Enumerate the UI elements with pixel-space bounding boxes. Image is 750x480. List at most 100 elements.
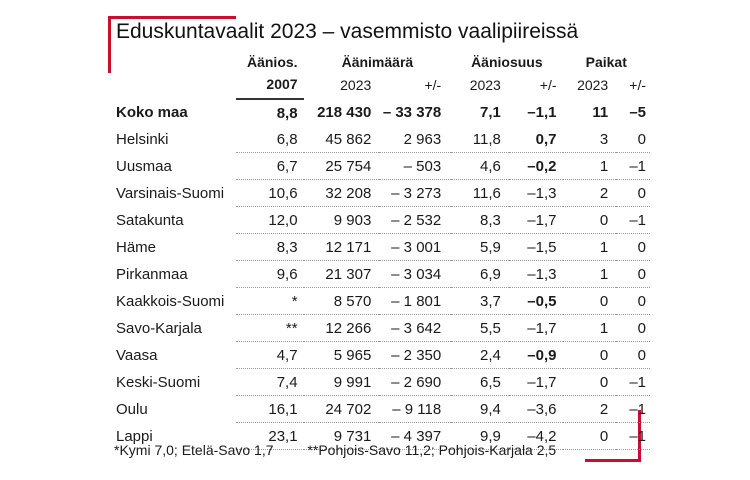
total-row: Koko maa 8,8 218 430 – 33 378 7,1 –1,1 1…	[110, 99, 650, 126]
header-year-empty	[110, 70, 236, 99]
seats-2023: 0	[562, 422, 617, 450]
seats-change: –5	[629, 104, 646, 121]
share-2023: 5,5	[451, 314, 509, 342]
votes-2023: 12 266	[303, 314, 380, 342]
votes-change: – 2 532	[379, 206, 452, 234]
table-row: Helsinki 6,8 45 862 2 963 11,8 0,7 3 0	[110, 126, 650, 153]
seats-change: 0	[616, 126, 650, 153]
share-change: 0,7	[508, 126, 563, 153]
share-2023: 8,3	[451, 206, 509, 234]
share-2007: 16,1	[235, 395, 304, 423]
votes-2023: 8 570	[303, 287, 380, 315]
share-2023: 11,8	[451, 126, 509, 153]
votes-2023: 9 991	[303, 368, 380, 396]
seats-2023: 1	[562, 233, 617, 261]
votes-2023: 24 702	[303, 395, 380, 423]
share-2007: 6,7	[235, 152, 304, 180]
votes-change: 2 963	[379, 126, 452, 153]
seats-2023: 3	[562, 126, 617, 153]
share-change: –0,2	[508, 152, 563, 180]
share-2023: 6,9	[451, 260, 509, 288]
share-2007: 8,8	[276, 104, 298, 122]
region-name: Koko maa	[116, 104, 188, 121]
seats-change: 0	[616, 341, 650, 369]
region-name: Pirkanmaa	[116, 265, 188, 283]
table-row: Häme 8,3 12 171– 3 001 5,9 –1,5 1 0	[110, 233, 650, 261]
seats-2023: 2	[562, 179, 617, 207]
share-change: –0,9	[508, 341, 563, 369]
seats-2023: 0	[562, 206, 617, 234]
votes-change: – 1 801	[379, 287, 452, 315]
header-aaniosuus: Ääniosuus	[471, 54, 543, 70]
table-row: Satakunta 12,0 9 903– 2 532 8,3 –1,7 0 –1	[110, 206, 650, 234]
votes-change: – 2 690	[379, 368, 452, 396]
share-change: –4,2	[508, 422, 563, 450]
region-name: Helsinki	[116, 130, 169, 148]
footnote-kymi: *Kymi 7,0; Etelä-Savo 1,7	[114, 442, 274, 458]
region-name: Keski-Suomi	[116, 373, 201, 391]
share-2023: 4,6	[451, 152, 509, 180]
share-change: –3,6	[508, 395, 563, 423]
votes-change: – 3 001	[379, 233, 452, 261]
seats-2023: 0	[562, 368, 617, 396]
header-aanios: Äänios.	[246, 54, 298, 70]
votes-2023: 218 430	[317, 104, 372, 121]
header-group-row: Äänios. Äänimäärä Ääniosuus Paikat	[110, 48, 650, 70]
region-name: Lappi	[116, 427, 153, 445]
votes-2023: 5 965	[303, 341, 380, 369]
seats-change: 0	[616, 233, 650, 261]
votes-change: – 9 118	[379, 395, 452, 423]
header-year-row: 2007 2023 +/- 2023 +/- 2023 +/-	[110, 70, 650, 100]
region-name: Varsinais-Suomi	[116, 184, 225, 202]
seats-2023: 2	[562, 395, 617, 423]
share-2023: 6,5	[451, 368, 509, 396]
votes-2023: 9 903	[303, 206, 380, 234]
table-row: Lappi 23,1 9 731– 4 397 9,9 –4,2 0 –1	[110, 422, 650, 450]
votes-change: – 3 642	[379, 314, 452, 342]
seats-2023: 1	[562, 260, 617, 288]
table-row: Uusmaa 6,7 25 754– 503 4,6 –0,2 1 –1	[110, 152, 650, 180]
seats-2023: 0	[562, 341, 617, 369]
share-2007: 8,3	[235, 233, 304, 261]
share-2007: 7,4	[235, 368, 304, 396]
seats-change: –1	[616, 152, 650, 180]
region-name: Kaakkois-Suomi	[116, 292, 225, 310]
seats-2023: 1	[562, 152, 617, 180]
header-votes-2023: 2023	[340, 76, 372, 93]
share-2007: 6,8	[235, 126, 304, 153]
share-change: –1,5	[508, 233, 563, 261]
header-aanimaara: Äänimäärä	[341, 54, 414, 70]
header-year-2007: 2007	[235, 70, 304, 100]
table-row: Vaasa 4,7 5 965– 2 350 2,4 –0,9 0 0	[110, 341, 650, 369]
header-share-change: +/-	[539, 76, 557, 93]
share-change: –1,3	[508, 260, 563, 288]
seats-change: –1	[616, 395, 650, 423]
region-name: Häme	[116, 238, 157, 256]
election-results-table: Äänios. Äänimäärä Ääniosuus Paikat 2007 …	[110, 48, 650, 450]
votes-2023: 25 754	[303, 152, 380, 180]
share-change: –1,1	[527, 104, 557, 121]
header-empty	[110, 48, 236, 70]
votes-change: – 2 350	[379, 341, 452, 369]
seats-change: –1	[616, 422, 650, 450]
seats-change: 0	[616, 260, 650, 288]
header-share-2023: 2023	[469, 76, 501, 93]
table-row: Pirkanmaa 9,6 21 307– 3 034 6,9 –1,3 1 0	[110, 260, 650, 288]
footnotes: *Kymi 7,0; Etelä-Savo 1,7 **Pohjois-Savo…	[114, 442, 556, 458]
share-2007: 4,7	[235, 341, 304, 369]
seats-2023: 1	[562, 314, 617, 342]
votes-change: – 3 273	[379, 179, 452, 207]
share-change: –0,5	[508, 287, 563, 315]
region-name: Uusmaa	[116, 157, 172, 175]
table-row: Kaakkois-Suomi * 8 570– 1 801 3,7 –0,5 0 0	[110, 287, 650, 315]
share-2007: 9,6	[235, 260, 304, 288]
seats-change: –1	[616, 368, 650, 396]
table-row: Varsinais-Suomi 10,6 32 208– 3 273 11,6 –1,3…	[110, 179, 650, 207]
votes-change: – 3 034	[379, 260, 452, 288]
share-2007: 12,0	[235, 206, 304, 234]
header-votes-change: +/-	[424, 76, 442, 93]
share-2007: **	[235, 314, 304, 342]
seats-change: 0	[616, 287, 650, 315]
seats-change: –1	[616, 206, 650, 234]
votes-change: – 33 378	[382, 104, 442, 121]
